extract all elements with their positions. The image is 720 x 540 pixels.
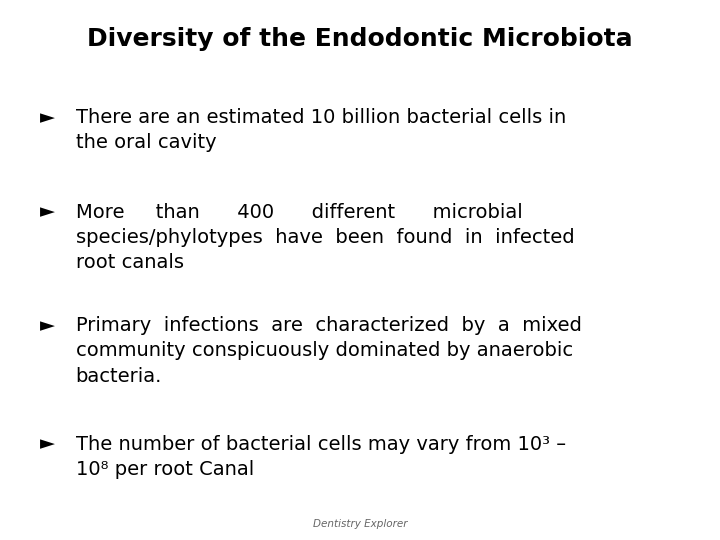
Text: root canals: root canals	[76, 253, 184, 272]
Text: bacteria.: bacteria.	[76, 367, 162, 386]
Text: Dentistry Explorer: Dentistry Explorer	[312, 519, 408, 529]
Text: the oral cavity: the oral cavity	[76, 133, 216, 152]
Text: The number of bacterial cells may vary from 10³ –: The number of bacterial cells may vary f…	[76, 435, 566, 454]
Text: Diversity of the Endodontic Microbiota: Diversity of the Endodontic Microbiota	[87, 27, 633, 51]
Text: 10⁸ per root Canal: 10⁸ per root Canal	[76, 460, 254, 479]
Text: community conspicuously dominated by anaerobic: community conspicuously dominated by ana…	[76, 341, 572, 360]
Text: ►: ►	[40, 108, 55, 127]
Text: ►: ►	[40, 316, 55, 335]
Text: More     than      400      different      microbial: More than 400 different microbial	[76, 202, 522, 221]
Text: There are an estimated 10 billion bacterial cells in: There are an estimated 10 billion bacter…	[76, 108, 566, 127]
Text: Primary  infections  are  characterized  by  a  mixed: Primary infections are characterized by …	[76, 316, 582, 335]
Text: ►: ►	[40, 435, 55, 454]
Text: species/phylotypes  have  been  found  in  infected: species/phylotypes have been found in in…	[76, 228, 575, 247]
Text: ►: ►	[40, 202, 55, 221]
